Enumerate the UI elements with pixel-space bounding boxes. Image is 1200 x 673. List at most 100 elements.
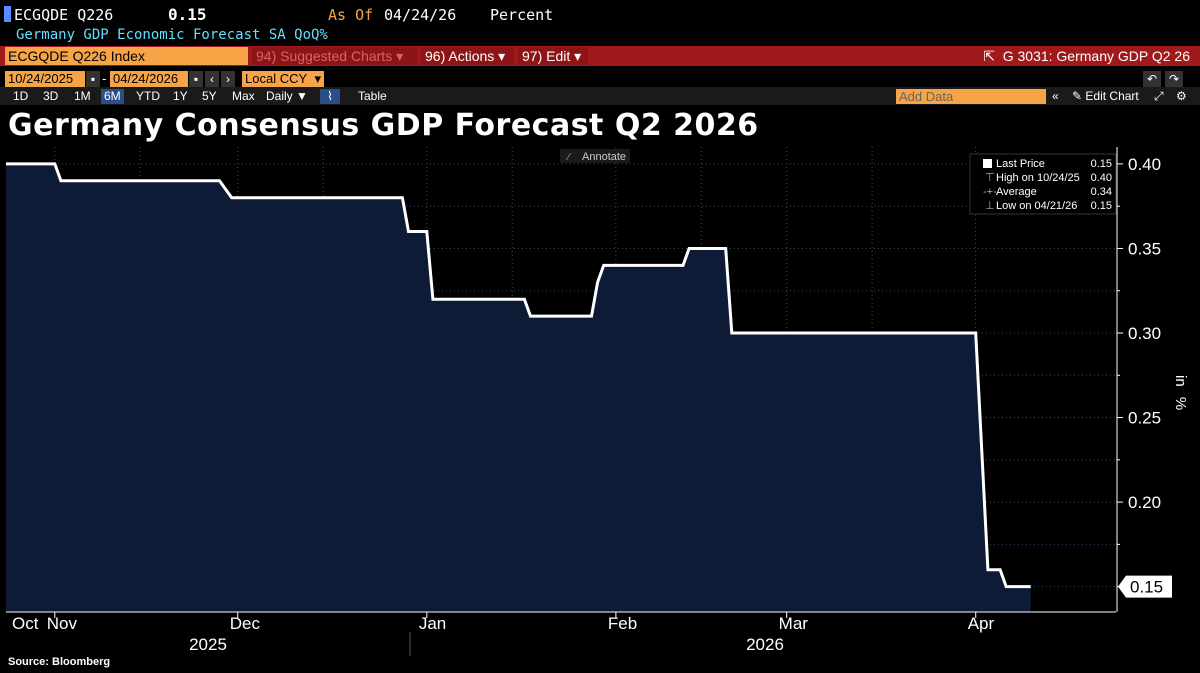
as-of-label: As Of — [328, 6, 374, 24]
legend-box: Last Price 0.15 ⊤ High on 10/24/25 0.40 … — [969, 153, 1117, 215]
security-description: Germany GDP Economic Forecast SA QoQ% — [16, 27, 328, 43]
year-label: 2026 — [746, 635, 784, 654]
y-tick-label: 0.30 — [1128, 324, 1161, 343]
period-bar: 1D 3D 1M 6M YTD 1Y 5Y Max Daily ▼ ⌇ Tabl… — [0, 87, 1200, 105]
gear-icon[interactable]: ⚙ — [1176, 89, 1187, 103]
actions-num: 96) — [425, 48, 446, 64]
last-value-tag — [1118, 575, 1172, 598]
edit-label: Edit — [546, 48, 571, 64]
y-axis-unit: in % — [1172, 375, 1189, 410]
suggested-charts-num: 94) — [256, 48, 277, 64]
period-ytd[interactable]: YTD — [136, 89, 160, 103]
last-value-label: 0.15 — [1130, 578, 1163, 597]
y-tick-label: 0.25 — [1128, 409, 1161, 428]
ticker[interactable]: ECGQDE Q226 — [14, 6, 114, 24]
as-of-date: 04/24/26 — [384, 6, 457, 24]
y-tick-label: 0.40 — [1128, 155, 1161, 174]
year-label: 2025 — [189, 635, 227, 654]
chevron-down-icon: ▾ — [498, 48, 506, 64]
period-6m[interactable]: 6M — [101, 89, 124, 104]
end-date-input[interactable]: 04/24/2026 — [110, 71, 188, 87]
line-chart-icon[interactable]: ⌇ — [320, 89, 340, 104]
start-date-input[interactable]: 10/24/2025 — [5, 71, 85, 87]
chart-reference[interactable]: ⇱ G 3031: Germany GDP Q2 26 — [983, 47, 1190, 65]
x-axis: Oct Nov Dec Jan Feb Mar Apr 2025 2026 — [6, 611, 1116, 656]
x-tick-label: Dec — [230, 614, 261, 633]
period-1m[interactable]: 1M — [74, 89, 91, 103]
x-tick-label: Jan — [419, 614, 446, 633]
edit-chart-button[interactable]: ✎ Edit Chart — [1072, 89, 1139, 104]
legend-avg-label: Average — [996, 186, 1037, 198]
pencil-icon: ⁄ — [565, 152, 571, 163]
series-area — [6, 163, 1031, 612]
calendar-icon[interactable]: ▪ — [189, 71, 203, 87]
x-tick-label: Oct — [12, 614, 39, 633]
last-value: 0.15 — [168, 5, 207, 24]
chevron-down-icon: ▾ — [574, 48, 582, 64]
edit-num: 97) — [522, 48, 543, 64]
y-tick-label: 0.20 — [1128, 493, 1161, 512]
chart-reference-label: G 3031: Germany GDP Q2 26 — [1002, 48, 1190, 64]
undo-icon[interactable]: ↶ — [1143, 71, 1161, 87]
legend-low-value: 0.15 — [1091, 200, 1112, 212]
x-tick-label: Feb — [608, 614, 637, 633]
redo-icon[interactable]: ↷ — [1165, 71, 1183, 87]
command-toolbar: ECGQDE Q226 Index 94) Suggested Charts ▾… — [0, 46, 1200, 66]
y-axis-label: % — [1172, 397, 1189, 410]
period-1d[interactable]: 1D — [13, 89, 29, 103]
series-line — [6, 162, 1031, 589]
period-1y[interactable]: 1Y — [173, 89, 188, 103]
legend-low-label: Low on 04/21/26 — [996, 200, 1077, 212]
legend-last-value: 0.15 — [1091, 158, 1112, 170]
currency-value: Local CCY — [245, 71, 308, 86]
security-header: ECGQDE Q226 0.15 As Of 04/24/26 Percent — [0, 4, 1200, 26]
suggested-charts-button[interactable]: 94) Suggested Charts ▾ — [252, 47, 417, 65]
x-tick-label: Mar — [779, 614, 809, 633]
suggested-charts-label: Suggested Charts — [280, 48, 393, 64]
chart-title: Germany Consensus GDP Forecast Q2 2026 — [8, 108, 759, 143]
edit-chart-label: Edit Chart — [1085, 89, 1139, 103]
frequency-value: Daily — [266, 89, 293, 103]
chevron-right-icon[interactable]: › — [221, 71, 235, 87]
calendar-icon[interactable]: ▪ — [86, 71, 100, 87]
y-axis: 0.20 0.25 0.30 0.35 0.40 0.15 — [1116, 147, 1172, 612]
average-icon: -+- — [983, 186, 997, 198]
expand-icon[interactable]: ⤢ — [1154, 89, 1164, 103]
chevron-left-icon[interactable]: ‹ — [205, 71, 219, 87]
legend-swatch — [983, 159, 992, 168]
y-tick-label: 0.35 — [1128, 239, 1161, 258]
high-icon: ⊤ — [985, 172, 995, 184]
frequency-select[interactable]: Daily ▼ — [266, 89, 308, 103]
legend-avg-value: 0.34 — [1091, 186, 1112, 198]
currency-select[interactable]: Local CCY ▾ — [242, 71, 324, 87]
source-note: Source: Bloomberg — [8, 656, 111, 668]
period-max[interactable]: Max — [232, 89, 255, 103]
range-dash: - — [102, 71, 107, 86]
ticker-marker — [4, 6, 11, 22]
low-icon: ⊥ — [985, 200, 995, 212]
index-field[interactable]: ECGQDE Q226 Index — [5, 47, 248, 65]
legend-last-label: Last Price — [996, 158, 1045, 170]
chevron-down-icon: ▾ — [314, 71, 321, 86]
chevron-down-icon: ▾ — [396, 48, 404, 64]
svg-text:in %: in % — [1172, 375, 1189, 410]
annotate-button[interactable]: ⁄ Annotate — [560, 149, 630, 163]
x-tick-label: Apr — [968, 614, 995, 633]
y-axis-prefix: in — [1172, 375, 1189, 387]
unit-label: Percent — [490, 6, 554, 24]
add-data-input[interactable]: Add Data — [896, 89, 1046, 104]
actions-button[interactable]: 96) Actions ▾ — [421, 47, 514, 65]
legend-high-label: High on 10/24/25 — [996, 172, 1080, 184]
table-button[interactable]: Table — [358, 89, 387, 103]
edit-button[interactable]: 97) Edit ▾ — [518, 47, 588, 65]
pencil-icon: ✎ — [1072, 89, 1083, 103]
period-3d[interactable]: 3D — [43, 89, 59, 103]
period-5y[interactable]: 5Y — [202, 89, 217, 103]
actions-label: Actions — [448, 48, 495, 64]
collapse-icon[interactable]: « — [1052, 89, 1059, 103]
x-tick-label: Nov — [47, 614, 78, 633]
date-range-bar: 10/24/2025 ▪ - 04/24/2026 ▪ ‹ › Local CC… — [0, 70, 1200, 88]
legend-high-value: 0.40 — [1091, 172, 1112, 184]
annotate-label: Annotate — [582, 151, 626, 163]
